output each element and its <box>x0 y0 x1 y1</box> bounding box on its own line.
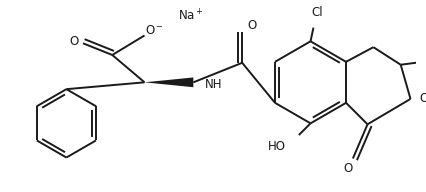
Text: Na$^+$: Na$^+$ <box>178 8 203 24</box>
Text: O: O <box>248 19 256 32</box>
Text: NH: NH <box>205 78 222 91</box>
Text: O: O <box>69 35 79 48</box>
Text: O: O <box>420 92 426 105</box>
Text: O: O <box>343 162 353 175</box>
Text: O$^-$: O$^-$ <box>145 24 164 37</box>
Text: Cl: Cl <box>311 6 323 18</box>
Text: HO: HO <box>268 140 286 153</box>
Polygon shape <box>144 77 193 87</box>
